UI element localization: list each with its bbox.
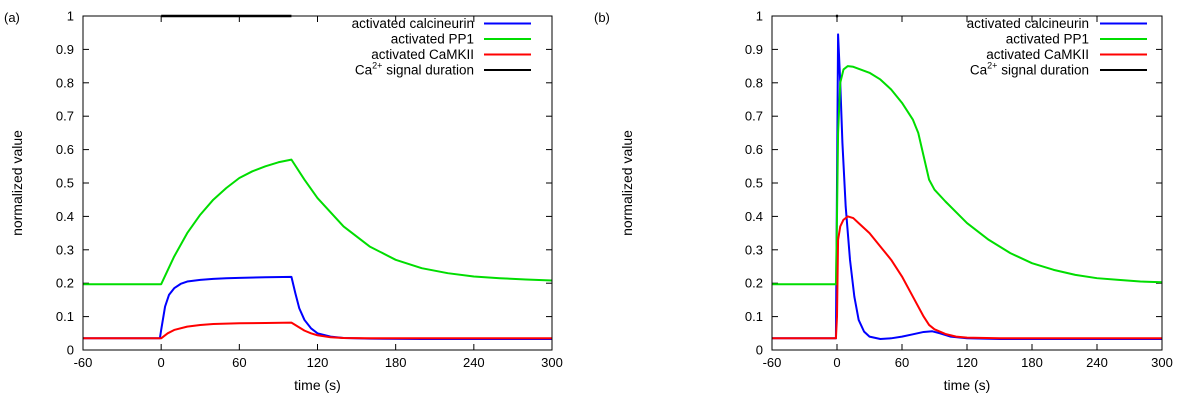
y-tick-label: 0.7 <box>745 109 763 124</box>
y-tick-label: 0.3 <box>56 242 74 257</box>
x-tick-label: 120 <box>307 355 329 370</box>
series-line-activated-pp1 <box>83 158 552 286</box>
y-tick-label: 0.9 <box>745 42 763 57</box>
y-axis-label: normalized value <box>619 130 635 236</box>
legend-entry-label: activated calcineurin <box>967 16 1089 31</box>
legend-label-superscript: 2+ <box>372 61 382 71</box>
y-tick-label: 0.4 <box>745 209 763 224</box>
y-tick-label: 1 <box>756 9 763 24</box>
plot-frame <box>82 15 553 351</box>
y-tick-label: 0.8 <box>745 75 763 90</box>
legend-label-suffix: signal duration <box>997 63 1089 78</box>
legend-entry-label: activated PP1 <box>1006 32 1089 47</box>
y-tick-label: 0.7 <box>56 109 74 124</box>
y-tick-label: 0.5 <box>56 176 74 191</box>
legend-entry-label: activated CaMKII <box>986 47 1089 62</box>
legend-entry-label: Ca2+ signal duration <box>970 61 1089 78</box>
series-line-activated-camkii <box>83 321 552 340</box>
x-tick-label: 120 <box>956 355 978 370</box>
legend-entry-label: activated calcineurin <box>352 16 474 31</box>
y-axis-label: normalized value <box>9 130 25 236</box>
y-tick-label: 0.4 <box>56 209 74 224</box>
y-tick-label: 0.6 <box>745 142 763 157</box>
legend-entry-label: activated PP1 <box>391 32 474 47</box>
y-tick-label: 0.1 <box>745 309 763 324</box>
x-tick-label: 60 <box>232 355 246 370</box>
x-tick-label: 60 <box>895 355 909 370</box>
legend-entry-label: Ca2+ signal duration <box>355 61 474 78</box>
legend-label-suffix: signal duration <box>382 63 474 78</box>
x-tick-label: 180 <box>385 355 407 370</box>
x-tick-label: 300 <box>541 355 563 370</box>
x-axis-label: time (s) <box>944 377 991 393</box>
x-tick-label: -60 <box>74 355 93 370</box>
series-line-activated-pp1 <box>772 65 1162 286</box>
y-tick-label: 0.6 <box>56 142 74 157</box>
x-tick-label: 180 <box>1021 355 1043 370</box>
panel-b: (b)00.10.20.30.40.50.60.70.80.91-60 0 60 12… <box>594 9 1173 394</box>
legend-entry-label: activated CaMKII <box>371 47 474 62</box>
y-tick-label: 1 <box>67 9 74 24</box>
y-tick-label: 0 <box>67 343 74 358</box>
x-tick-label: 240 <box>463 355 485 370</box>
plot-frame <box>771 15 1163 351</box>
y-tick-label: 0.5 <box>745 176 763 191</box>
x-tick-label: -60 <box>763 355 782 370</box>
y-tick-label: 0.2 <box>56 276 74 291</box>
y-tick-label: 0.8 <box>56 75 74 90</box>
panel-label: (a) <box>4 10 20 25</box>
series-line-activated-camkii <box>772 215 1162 340</box>
legend-label-prefix: Ca <box>355 63 373 78</box>
x-axis-label: time (s) <box>294 377 341 393</box>
x-tick-label: 300 <box>1151 355 1173 370</box>
series-line-activated-calcineurin <box>83 275 552 340</box>
y-tick-label: 0 <box>756 343 763 358</box>
x-tick-label: 240 <box>1086 355 1108 370</box>
series-line-activated-calcineurin <box>772 33 1162 340</box>
y-tick-label: 0.9 <box>56 42 74 57</box>
legend-label-prefix: Ca <box>970 63 988 78</box>
panel-a: (a)00.10.20.30.40.50.60.70.80.91-60 0 60 12… <box>4 9 563 394</box>
y-tick-label: 0.3 <box>745 242 763 257</box>
y-tick-label: 0.1 <box>56 309 74 324</box>
y-tick-label: 0.2 <box>745 276 763 291</box>
panel-label: (b) <box>594 10 610 25</box>
x-tick-label: 0 <box>158 355 165 370</box>
x-tick-label: 0 <box>833 355 840 370</box>
legend-label-superscript: 2+ <box>987 61 997 71</box>
